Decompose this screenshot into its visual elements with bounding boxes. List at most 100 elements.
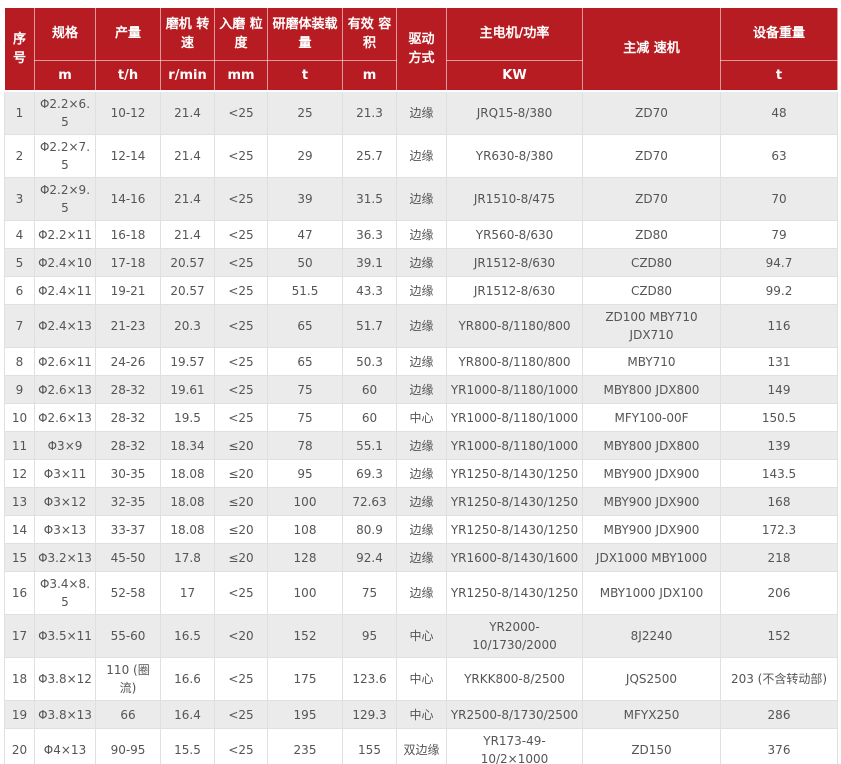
cell-media-load: 235 [267, 728, 343, 764]
cell-drive: 中心 [396, 403, 447, 432]
cell-serial: 20 [4, 728, 35, 764]
cell-spec: Φ2.4×11 [34, 276, 96, 305]
cell-media-load: 195 [267, 700, 343, 729]
cell-output: 66 [95, 700, 161, 729]
cell-media-load: 75 [267, 375, 343, 404]
cell-media-load: 39 [267, 177, 343, 221]
header-volume: 有效 容积 [342, 7, 397, 61]
table-row: 4 Φ2.2×11 16-18 21.4 <25 47 36.3 边缘 YR560-8/630 Z… [4, 220, 838, 249]
cell-feed-size: ≤20 [214, 543, 268, 572]
cell-volume: 155 [342, 728, 397, 764]
cell-drive: 边缘 [396, 304, 447, 348]
cell-motor: YR1000-8/1180/1000 [446, 403, 583, 432]
cell-spec: Φ2.2×7.5 [34, 134, 96, 178]
cell-serial: 12 [4, 459, 35, 488]
cell-volume: 60 [342, 375, 397, 404]
cell-spec: Φ2.4×13 [34, 304, 96, 348]
cell-output: 45-50 [95, 543, 161, 572]
cell-feed-size: ≤20 [214, 431, 268, 460]
cell-weight: 131 [720, 347, 838, 376]
cell-drive: 边缘 [396, 487, 447, 516]
cell-reducer: ZD80 [582, 220, 721, 249]
cell-weight: 143.5 [720, 459, 838, 488]
cell-volume: 51.7 [342, 304, 397, 348]
unit-motor: KW [446, 60, 583, 92]
cell-volume: 72.63 [342, 487, 397, 516]
cell-drive: 边缘 [396, 347, 447, 376]
cell-speed: 21.4 [160, 134, 215, 178]
cell-speed: 18.34 [160, 431, 215, 460]
cell-reducer: MBY800 JDX800 [582, 375, 721, 404]
cell-feed-size: <25 [214, 700, 268, 729]
cell-speed: 21.4 [160, 177, 215, 221]
cell-feed-size: <25 [214, 657, 268, 701]
cell-volume: 123.6 [342, 657, 397, 701]
table-row: 15 Φ3.2×13 45-50 17.8 ≤20 128 92.4 边缘 YR1600-8/1… [4, 543, 838, 572]
cell-reducer: JDX1000 MBY1000 [582, 543, 721, 572]
table-row: 19 Φ3.8×13 66 16.4 <25 195 129.3 中心 YR2500-8/173… [4, 700, 838, 729]
header-drive: 驱动 方式 [396, 7, 447, 92]
cell-feed-size: ≤20 [214, 515, 268, 544]
cell-weight: 152 [720, 614, 838, 658]
table-row: 7 Φ2.4×13 21-23 20.3 <25 65 51.7 边缘 YR800-8/1180… [4, 304, 838, 348]
cell-feed-size: <25 [214, 220, 268, 249]
cell-motor: JR1510-8/475 [446, 177, 583, 221]
cell-feed-size: <25 [214, 728, 268, 764]
cell-spec: Φ2.4×10 [34, 248, 96, 277]
cell-feed-size: ≤20 [214, 459, 268, 488]
cell-speed: 19.57 [160, 347, 215, 376]
cell-output: 14-16 [95, 177, 161, 221]
cell-reducer: MFY100-00F [582, 403, 721, 432]
cell-weight: 218 [720, 543, 838, 572]
table-row: 10 Φ2.6×13 28-32 19.5 <25 75 60 中心 YR1000-8/1180… [4, 403, 838, 432]
cell-weight: 286 [720, 700, 838, 729]
cell-motor: YR1000-8/1180/1000 [446, 431, 583, 460]
unit-speed: r/min [160, 60, 215, 92]
header-spec: 规格 [34, 7, 96, 61]
cell-spec: Φ3.5×11 [34, 614, 96, 658]
cell-output: 30-35 [95, 459, 161, 488]
cell-spec: Φ2.2×6.5 [34, 90, 96, 135]
cell-spec: Φ3.2×13 [34, 543, 96, 572]
cell-feed-size: <25 [214, 177, 268, 221]
cell-drive: 边缘 [396, 276, 447, 305]
cell-spec: Φ3.8×13 [34, 700, 96, 729]
cell-drive: 边缘 [396, 177, 447, 221]
cell-serial: 7 [4, 304, 35, 348]
cell-weight: 99.2 [720, 276, 838, 305]
cell-output: 28-32 [95, 403, 161, 432]
cell-output: 24-26 [95, 347, 161, 376]
cell-speed: 18.08 [160, 459, 215, 488]
cell-feed-size: <25 [214, 403, 268, 432]
cell-media-load: 175 [267, 657, 343, 701]
cell-volume: 36.3 [342, 220, 397, 249]
cell-output: 55-60 [95, 614, 161, 658]
cell-motor: YRKK800-8/2500 [446, 657, 583, 701]
cell-weight: 48 [720, 90, 838, 135]
cell-weight: 203 (不含转动部) [720, 657, 838, 701]
cell-output: 110 (圈流) [95, 657, 161, 701]
cell-weight: 168 [720, 487, 838, 516]
cell-drive: 边缘 [396, 459, 447, 488]
cell-weight: 70 [720, 177, 838, 221]
cell-volume: 21.3 [342, 90, 397, 135]
table-row: 9 Φ2.6×13 28-32 19.61 <25 75 60 边缘 YR1000-8/1180… [4, 375, 838, 404]
unit-weight: t [720, 60, 838, 92]
cell-speed: 21.4 [160, 220, 215, 249]
cell-volume: 95 [342, 614, 397, 658]
cell-output: 16-18 [95, 220, 161, 249]
header-output: 产量 [95, 7, 161, 61]
unit-media-load: t [267, 60, 343, 92]
cell-volume: 31.5 [342, 177, 397, 221]
cell-media-load: 75 [267, 403, 343, 432]
cell-spec: Φ3×9 [34, 431, 96, 460]
cell-output: 21-23 [95, 304, 161, 348]
cell-speed: 17.8 [160, 543, 215, 572]
cell-media-load: 108 [267, 515, 343, 544]
cell-spec: Φ2.6×13 [34, 403, 96, 432]
cell-volume: 69.3 [342, 459, 397, 488]
cell-output: 12-14 [95, 134, 161, 178]
cell-motor: YR2500-8/1730/2500 [446, 700, 583, 729]
cell-speed: 19.61 [160, 375, 215, 404]
